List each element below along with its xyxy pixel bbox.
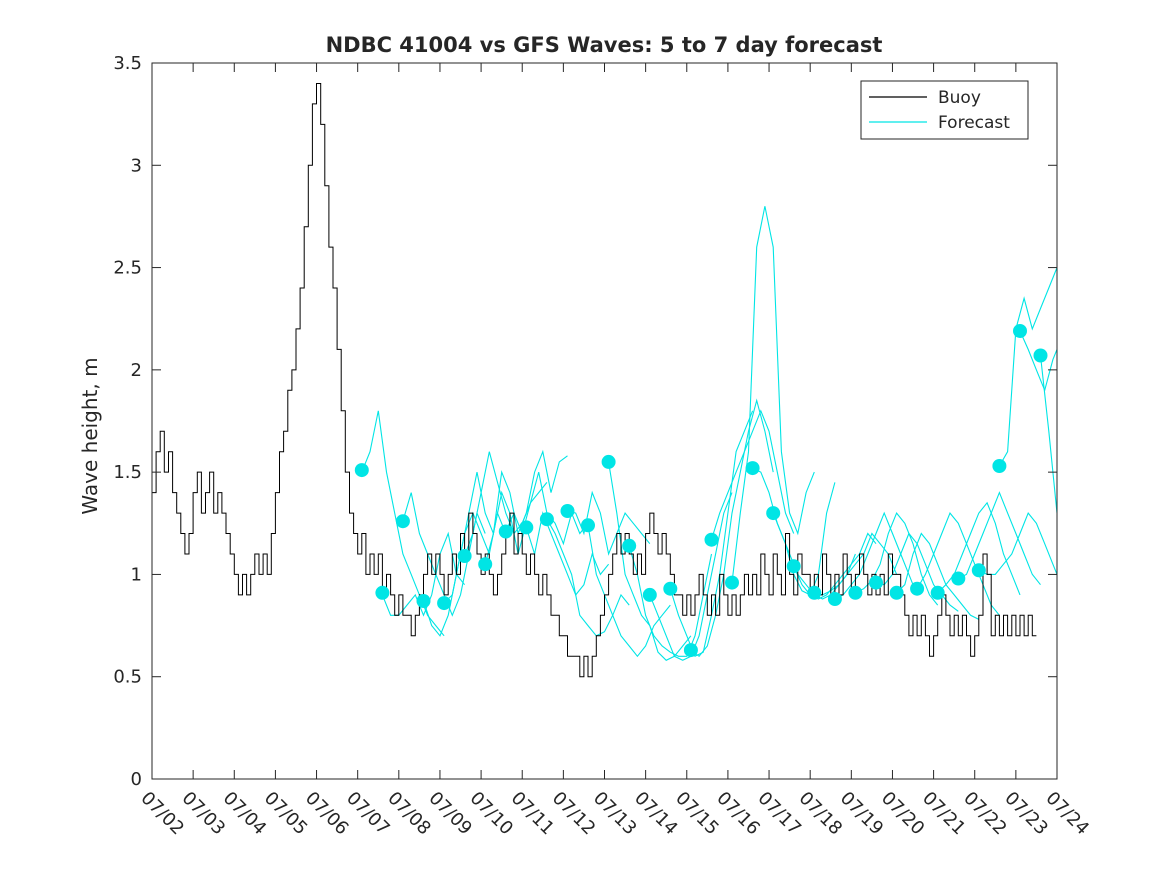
- legend-box: [860, 80, 1029, 140]
- y-tick-label-2: 1: [131, 564, 142, 585]
- forecast-marker-34: [1033, 348, 1048, 363]
- y-tick-label-3: 1.5: [113, 462, 142, 483]
- forecast-marker-28: [910, 581, 925, 596]
- forecast-marker-23: [807, 585, 822, 600]
- forecast-line-12: [587, 525, 671, 658]
- forecast-marker-1: [354, 463, 369, 478]
- forecast-line-6: [464, 451, 548, 557]
- y-tick-label-0: 0: [131, 769, 142, 790]
- forecast-marker-33: [1013, 324, 1027, 338]
- forecast-line-23: [814, 532, 898, 596]
- series-group: [152, 83, 1057, 678]
- y-axis-label: Wave height, m: [78, 357, 102, 514]
- legend-label-forecast: Forecast: [938, 113, 1010, 133]
- forecast-marker-8: [498, 524, 513, 539]
- forecast-line-27: [896, 532, 980, 620]
- y-tick-label-1: 0.5: [113, 667, 142, 688]
- forecast-line-1: [361, 410, 445, 637]
- forecast-marker-6: [457, 549, 472, 563]
- forecast-marker-17: [683, 643, 698, 658]
- forecast-marker-24: [827, 592, 842, 606]
- y-tick-label-4: 2: [131, 360, 142, 381]
- y-tick-label-7: 3.5: [113, 53, 142, 74]
- plot-area: [152, 63, 1057, 779]
- forecast-marker-22: [786, 559, 801, 574]
- forecast-marker-12: [581, 518, 595, 533]
- forecast-marker-25: [848, 585, 863, 600]
- forecast-marker-18: [704, 532, 719, 547]
- forecast-marker-30: [951, 571, 966, 586]
- forecast-marker-32: [992, 459, 1007, 473]
- plot-background: [152, 63, 1057, 779]
- forecast-marker-21: [766, 506, 781, 521]
- buoy-line: [152, 83, 1037, 678]
- forecast-marker-3: [395, 514, 410, 529]
- forecast-marker-5: [437, 596, 452, 611]
- y-tick-label-6: 3: [131, 155, 142, 176]
- forecast-marker-26: [869, 575, 883, 590]
- forecast-marker-20: [745, 461, 760, 476]
- forecast-line-10: [546, 518, 630, 637]
- forecast-line-14: [628, 545, 713, 657]
- forecast-line-24: [834, 511, 918, 600]
- forecast-marker-7: [478, 557, 493, 572]
- forecast-marker-9: [519, 520, 534, 535]
- chart-title: NDBC 41004 vs GFS Waves: 5 to 7 day fore…: [326, 33, 883, 57]
- forecast-marker-29: [930, 585, 945, 600]
- y-tick-label-5: 2.5: [113, 258, 142, 279]
- forecast-line-18: [710, 409, 795, 540]
- forecast-marker-13: [601, 454, 616, 469]
- legend: Buoy Forecast: [860, 80, 1029, 140]
- forecast-line-32: [998, 267, 1057, 467]
- forecast-line-33: [1019, 330, 1057, 393]
- forecast-marker-11: [560, 504, 575, 518]
- forecast-marker-14: [622, 538, 637, 553]
- forecast-marker-19: [725, 575, 739, 590]
- forecast-line-30: [958, 491, 1041, 586]
- forecast-line-34: [1039, 355, 1057, 514]
- forecast-line-7: [484, 449, 568, 565]
- forecast-line-17: [690, 398, 774, 658]
- forecast-marker-27: [889, 585, 904, 600]
- forecast-marker-2: [375, 585, 390, 600]
- forecast-line-9: [525, 511, 610, 596]
- legend-label-buoy: Buoy: [938, 88, 981, 108]
- forecast-line-5: [443, 471, 527, 604]
- forecast-line-28: [916, 512, 1000, 616]
- forecast-line-31: [978, 512, 1057, 575]
- forecast-marker-16: [663, 581, 678, 596]
- forecast-marker-31: [971, 563, 986, 578]
- forecast-marker-15: [642, 587, 657, 602]
- forecast-line-19: [731, 206, 815, 583]
- forecast-marker-4: [416, 594, 431, 608]
- forecast-marker-10: [539, 512, 554, 527]
